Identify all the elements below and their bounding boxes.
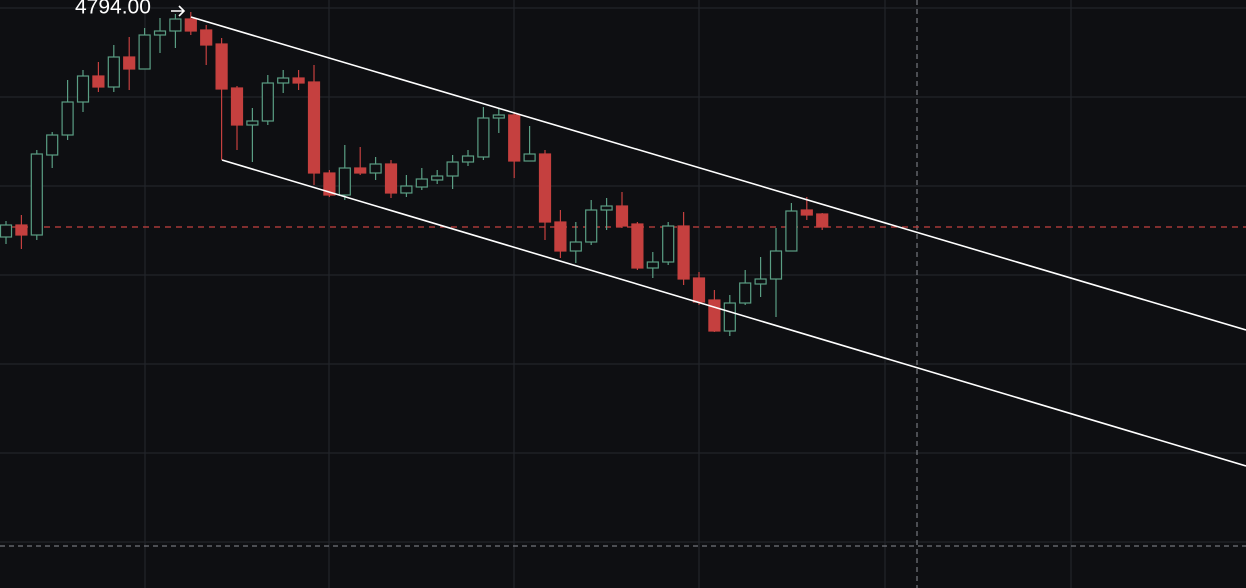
candle-body (246, 120, 259, 126)
price-label-arrow (171, 5, 186, 17)
candle-body (215, 43, 228, 90)
candle-body (554, 221, 567, 252)
candle-body (338, 167, 351, 196)
candle-body (739, 282, 752, 304)
candle-body (508, 114, 521, 162)
candle-body (15, 224, 28, 236)
candle-body (261, 82, 274, 122)
candle-body (184, 18, 197, 32)
candle-body (677, 225, 690, 280)
candle-body (354, 167, 367, 174)
candle-body (400, 185, 413, 194)
candle-body (816, 213, 829, 228)
candle-body (107, 56, 120, 88)
candle-body (415, 178, 428, 188)
candle-body (92, 75, 105, 88)
candle-body (138, 34, 151, 70)
candle-body (769, 250, 783, 280)
candle-body (523, 153, 536, 162)
candle-body (492, 114, 505, 119)
candle-body (708, 299, 721, 332)
candle-body (785, 210, 798, 252)
candle-body (46, 134, 59, 156)
candle-body (646, 261, 659, 269)
candle-body (723, 302, 736, 332)
candle-body (461, 155, 475, 163)
candle-body (153, 30, 167, 36)
candle-body (446, 161, 459, 177)
candle-body (76, 75, 90, 103)
candle-body (369, 163, 382, 174)
candle-body (538, 153, 552, 223)
candle-body (631, 223, 644, 269)
channel-lower (221, 159, 1246, 467)
candle-body (431, 175, 444, 181)
candle-body (123, 56, 136, 70)
candle-body (61, 101, 74, 136)
candle-body (200, 29, 213, 46)
candle-body (277, 77, 290, 84)
candle-body (692, 277, 706, 303)
candle-body (569, 241, 582, 252)
channel-upper (190, 16, 1246, 331)
candle-body (307, 81, 321, 174)
candle-body (615, 205, 629, 227)
candle-body (754, 278, 767, 285)
candle-body (662, 225, 675, 263)
price-label: 4794.00 (75, 0, 151, 19)
candle-body (477, 117, 490, 158)
candle-body (600, 205, 613, 211)
candle-body (585, 209, 598, 243)
candle-body (800, 209, 813, 216)
candle-body (0, 224, 13, 238)
candle-body (230, 87, 244, 126)
candle-body (323, 172, 336, 196)
candle-body (169, 18, 182, 32)
candle-body (30, 153, 43, 236)
candle-body (384, 163, 398, 194)
candles (0, 12, 829, 336)
candle-body (292, 77, 305, 84)
